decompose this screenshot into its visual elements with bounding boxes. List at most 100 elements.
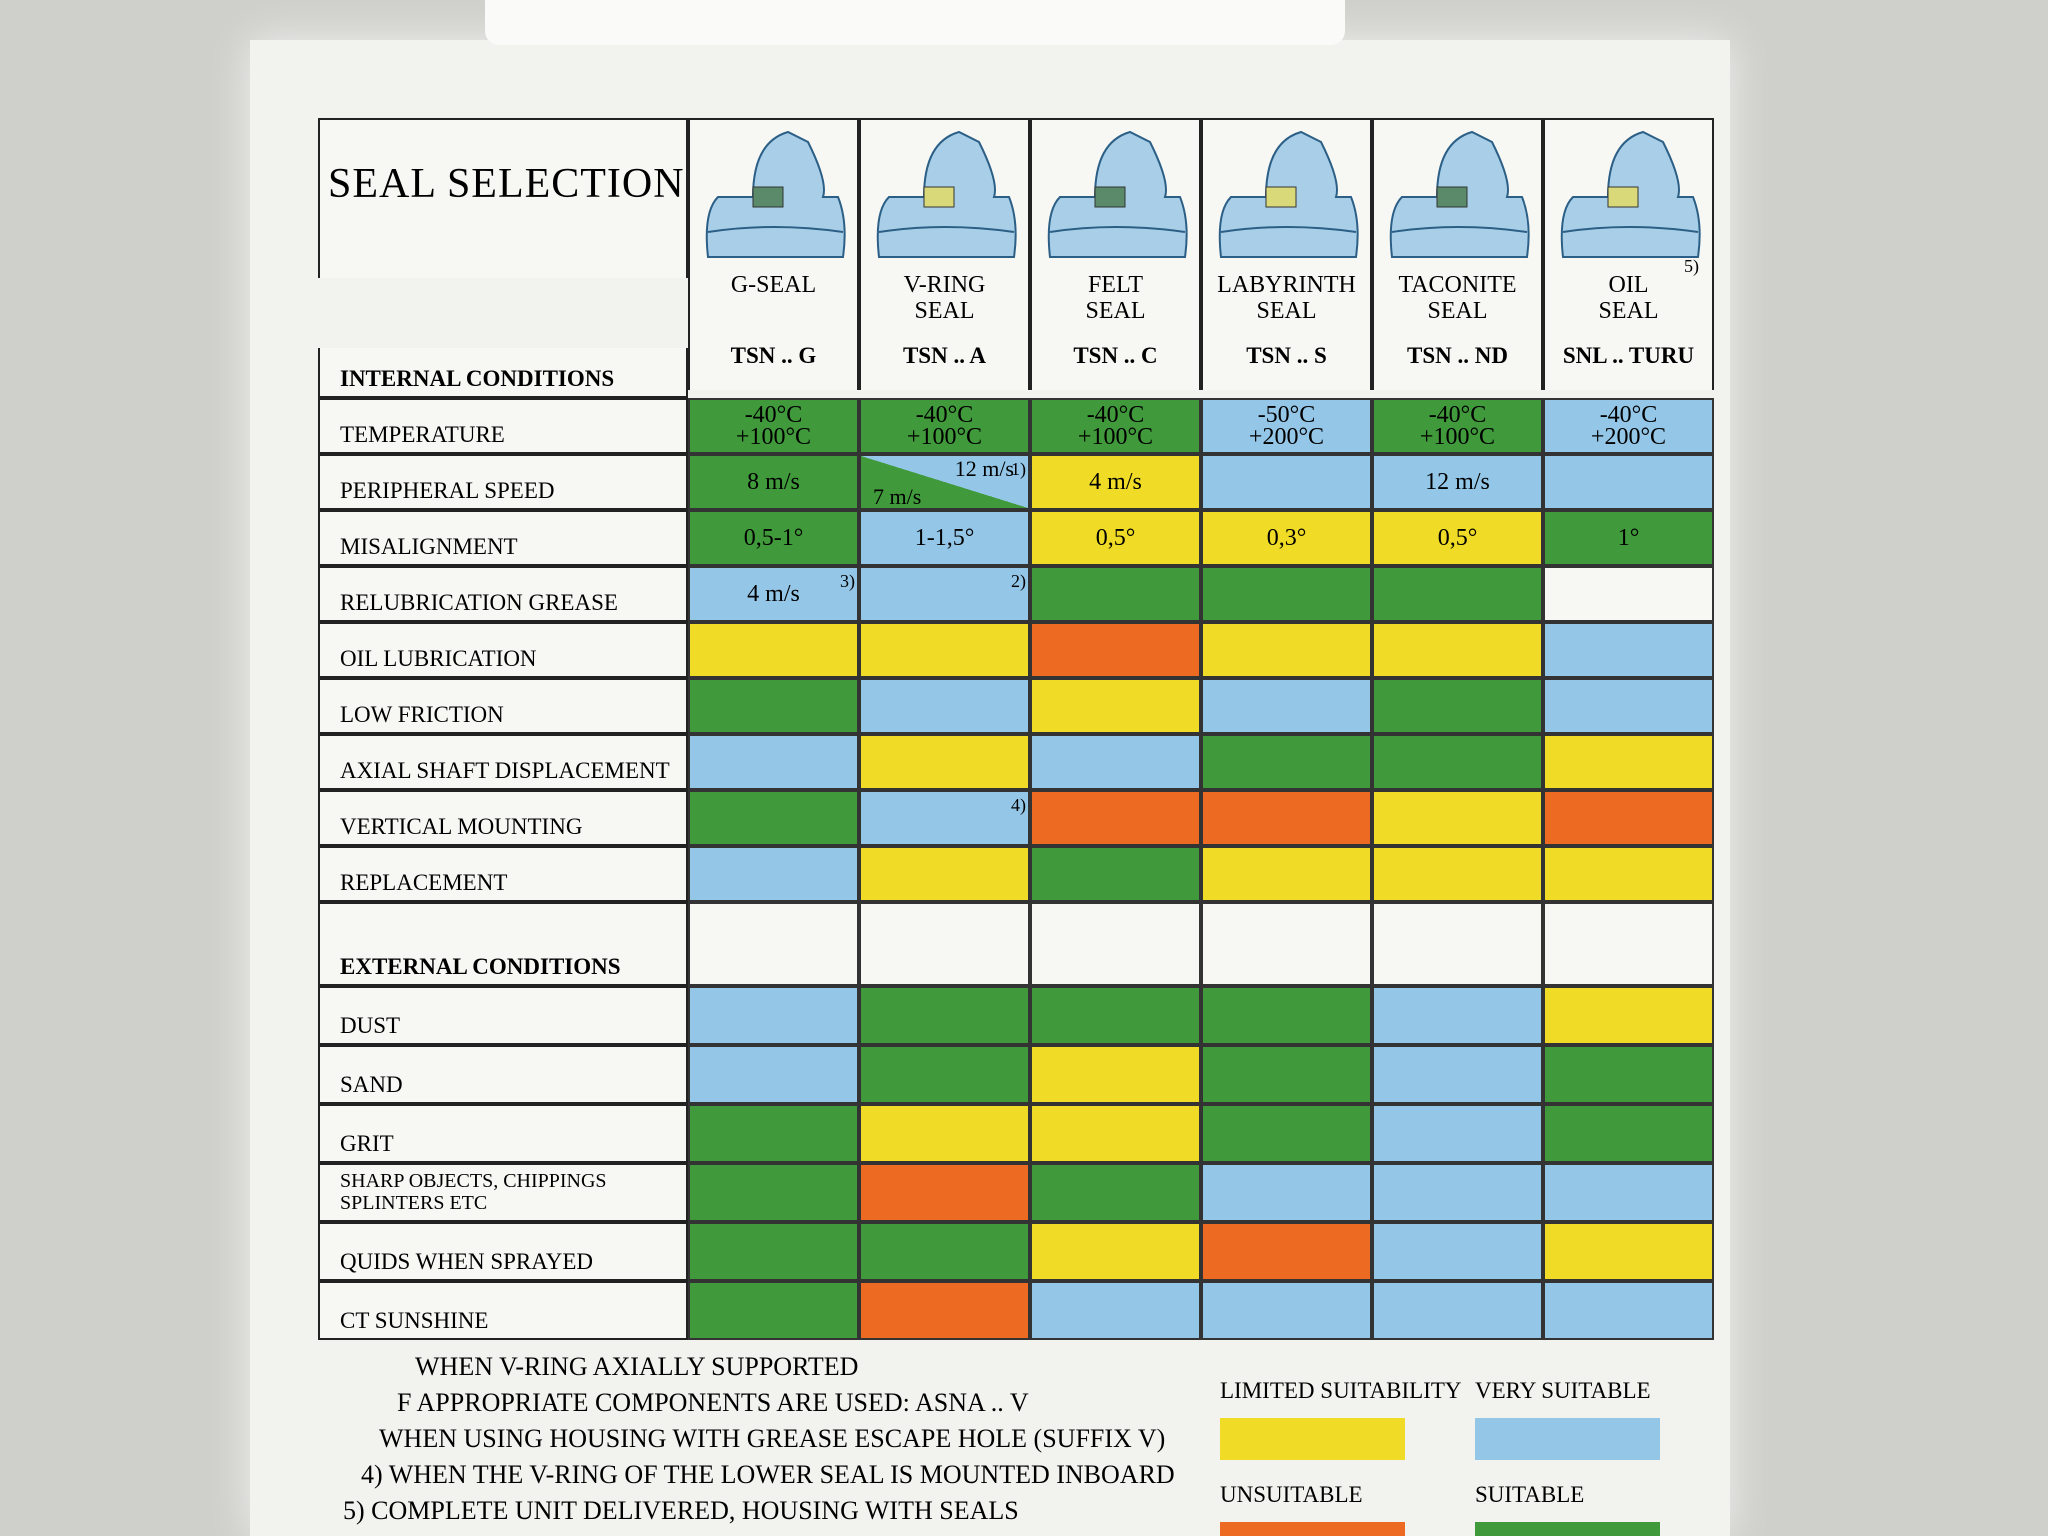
column-name: LABYRINTH SEAL bbox=[1217, 272, 1356, 324]
rating-cell bbox=[1543, 1045, 1714, 1104]
row-label: OIL LUBRICATION bbox=[318, 622, 688, 678]
row-label: VERTICAL MOUNTING bbox=[318, 790, 688, 846]
cell-text: 4 m/s bbox=[1089, 469, 1142, 495]
rating-cell bbox=[1543, 622, 1714, 678]
rating-cell bbox=[1372, 678, 1543, 734]
footnote: 4) WHEN THE V-RING OF THE LOWER SEAL IS … bbox=[361, 1460, 1175, 1489]
rating-cell bbox=[1543, 734, 1714, 790]
rating-cell bbox=[1201, 678, 1372, 734]
seal-icon bbox=[1389, 130, 1530, 258]
cell-text: -40°C +100°C bbox=[1077, 402, 1154, 450]
cell-text: 0,5° bbox=[1095, 525, 1136, 551]
rating-cell bbox=[688, 734, 859, 790]
column-designation: TSN .. S bbox=[1246, 343, 1327, 368]
rating-cell bbox=[1030, 986, 1201, 1045]
row-label: MISALIGNMENT bbox=[318, 510, 688, 566]
cell-text: -40°C +100°C bbox=[906, 402, 983, 450]
cell-text: 1-1,5° bbox=[914, 525, 975, 551]
legend-label: UNSUITABLE bbox=[1220, 1482, 1363, 1507]
rating-cell bbox=[859, 678, 1030, 734]
column-designation: TSN .. A bbox=[902, 343, 987, 368]
seal-icon bbox=[1047, 130, 1188, 258]
row-label: GRIT bbox=[318, 1104, 688, 1163]
legend-swatch bbox=[1475, 1522, 1660, 1536]
column-name: G-SEAL bbox=[730, 272, 817, 298]
rating-cell bbox=[1201, 454, 1372, 510]
label-tag bbox=[485, 0, 1345, 45]
column-designation: TSN .. C bbox=[1073, 343, 1158, 368]
rating-cell: 0,3° bbox=[1201, 510, 1372, 566]
rating-cell: 0,5-1° bbox=[688, 510, 859, 566]
rating-cell bbox=[1030, 846, 1201, 902]
rating-cell bbox=[1372, 1163, 1543, 1222]
rating-cell bbox=[859, 734, 1030, 790]
cell-text: 12 m/s bbox=[1425, 469, 1490, 495]
cell-text: 4 m/s bbox=[747, 581, 800, 607]
cell-footnote-marker: 1) bbox=[1011, 459, 1026, 479]
cell-text: 12 m/s bbox=[954, 456, 1014, 481]
rating-cell bbox=[1543, 846, 1714, 902]
blank-cell bbox=[1543, 902, 1714, 986]
rating-cell: -40°C +200°C bbox=[1543, 398, 1714, 454]
section-label: INTERNAL CONDITIONS bbox=[318, 348, 688, 398]
rating-cell bbox=[1030, 566, 1201, 622]
rating-cell bbox=[1030, 1104, 1201, 1163]
rating-cell: 4 m/s 3) bbox=[688, 566, 859, 622]
rating-cell bbox=[688, 790, 859, 846]
legend-swatch bbox=[1220, 1522, 1405, 1536]
rating-cell: 4 m/s bbox=[1030, 454, 1201, 510]
rating-cell bbox=[859, 1163, 1030, 1222]
cell-text: 7 m/s bbox=[873, 484, 922, 509]
rating-cell: 12 m/s 7 m/s 1) bbox=[859, 454, 1030, 510]
rating-cell bbox=[688, 622, 859, 678]
row-label: LOW FRICTION bbox=[318, 678, 688, 734]
rating-cell: -50°C +200°C bbox=[1201, 398, 1372, 454]
legend-label: VERY SUITABLE bbox=[1475, 1378, 1651, 1403]
rating-cell bbox=[1372, 1045, 1543, 1104]
seal-icon bbox=[1218, 130, 1359, 258]
rating-cell bbox=[859, 1104, 1030, 1163]
rating-cell bbox=[688, 678, 859, 734]
blank-cell bbox=[1201, 902, 1372, 986]
rating-cell bbox=[1372, 566, 1543, 622]
footnote: WHEN V-RING AXIALLY SUPPORTED bbox=[415, 1352, 859, 1381]
seal-icon bbox=[876, 130, 1017, 258]
row-label: SAND bbox=[318, 1045, 688, 1104]
rating-cell bbox=[1372, 790, 1543, 846]
rating-cell bbox=[688, 1045, 859, 1104]
rating-cell: 0,5° bbox=[1030, 510, 1201, 566]
rating-cell: -40°C +100°C bbox=[688, 398, 859, 454]
legend-label: LIMITED SUITABILITY bbox=[1220, 1378, 1462, 1403]
rating-cell bbox=[1201, 790, 1372, 846]
rating-cell bbox=[1201, 734, 1372, 790]
rating-cell: -40°C +100°C bbox=[1372, 398, 1543, 454]
cell-text: 0,5° bbox=[1437, 525, 1478, 551]
rating-cell bbox=[859, 1281, 1030, 1340]
rating-cell bbox=[1030, 1045, 1201, 1104]
rating-cell bbox=[688, 986, 859, 1045]
title: SEAL SELECTION bbox=[328, 161, 685, 207]
section-label: EXTERNAL CONDITIONS bbox=[318, 902, 688, 986]
column-designation: TSN .. ND bbox=[1407, 343, 1508, 368]
rating-cell: 8 m/s bbox=[688, 454, 859, 510]
column-note: 5) bbox=[1684, 256, 1699, 276]
column-name: V-RING SEAL bbox=[903, 272, 986, 324]
rating-cell bbox=[1030, 734, 1201, 790]
seal-icon bbox=[705, 130, 846, 258]
rating-cell bbox=[859, 846, 1030, 902]
rating-cell bbox=[688, 846, 859, 902]
row-label: TEMPERATURE bbox=[318, 398, 688, 454]
rating-cell bbox=[1201, 1163, 1372, 1222]
blank-cell bbox=[1372, 902, 1543, 986]
rating-cell bbox=[1201, 622, 1372, 678]
row-label: RELUBRICATION GREASE bbox=[318, 566, 688, 622]
cell-text: -40°C +100°C bbox=[1419, 402, 1496, 450]
rating-cell bbox=[1543, 1281, 1714, 1340]
rating-cell: 12 m/s bbox=[1372, 454, 1543, 510]
rating-cell bbox=[1372, 986, 1543, 1045]
cell-footnote-marker: 2) bbox=[1011, 571, 1026, 591]
rating-cell bbox=[1543, 678, 1714, 734]
rating-cell bbox=[1372, 846, 1543, 902]
rating-cell bbox=[1543, 1104, 1714, 1163]
